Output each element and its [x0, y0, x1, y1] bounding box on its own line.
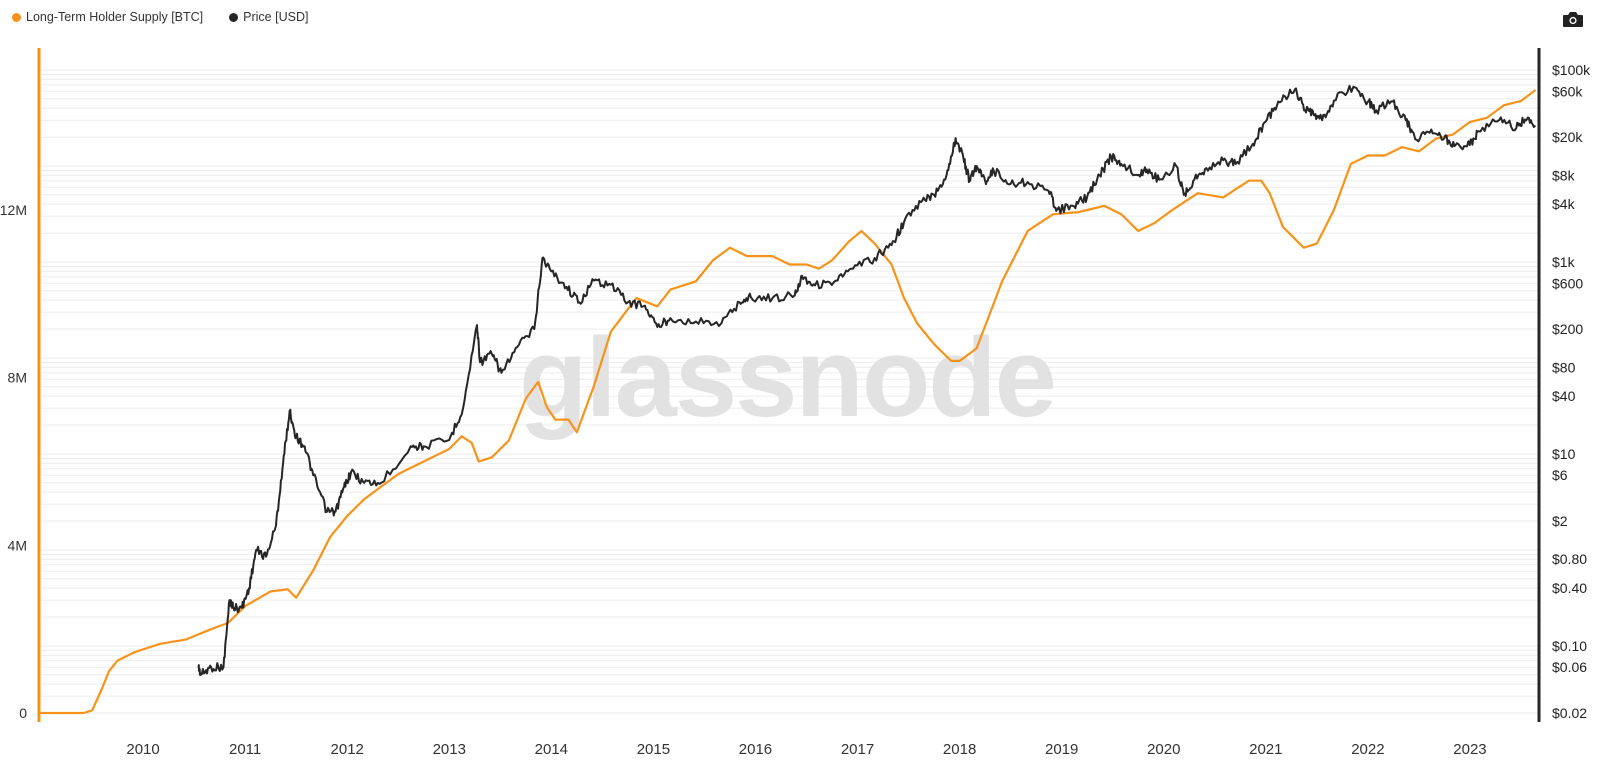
- right-tick-label: $2: [1552, 513, 1568, 529]
- x-tick-label: 2023: [1453, 741, 1486, 758]
- left-tick-label: 4M: [8, 537, 27, 553]
- right-tick-label: $20k: [1552, 129, 1583, 145]
- x-tick-label: 2012: [331, 741, 364, 758]
- x-tick-label: 2018: [943, 741, 976, 758]
- left-axis-ticks: 0 4M 8M 12M: [0, 202, 27, 721]
- left-tick-label: 8M: [8, 370, 27, 386]
- legend-dot-lths: [12, 12, 21, 22]
- right-tick-label: $6: [1552, 467, 1568, 483]
- right-axis-ticks: $0.02 $0.06 $0.10 $0.40 $0.80 $2 $6 $10 $40 $80 $2…: [1552, 62, 1591, 721]
- right-tick-label: $60k: [1552, 83, 1583, 99]
- right-tick-label: $0.02: [1552, 705, 1587, 721]
- legend-item-lths[interactable]: Long-Term Holder Supply [BTC]: [12, 10, 203, 24]
- chart-legend: Long-Term Holder Supply [BTC] Price [USD…: [12, 10, 308, 24]
- right-tick-label: $100k: [1552, 62, 1591, 78]
- right-tick-label: $8k: [1552, 167, 1576, 183]
- x-tick-label: 2010: [126, 741, 159, 758]
- x-tick-label: 2015: [637, 741, 670, 758]
- legend-dot-price: [229, 12, 239, 22]
- right-tick-label: $0.06: [1552, 659, 1587, 675]
- right-tick-label: $4k: [1552, 196, 1576, 212]
- x-axis-ticks: 2010 2011 2012 2013 2014 2015 2016 2017 2018 2019…: [126, 741, 1486, 758]
- right-tick-label: $80: [1552, 359, 1576, 375]
- price-series-line: [197, 84, 1536, 676]
- watermark-text: glassnode: [519, 315, 1055, 440]
- x-tick-label: 2014: [535, 741, 568, 758]
- x-tick-label: 2017: [841, 741, 874, 758]
- lths-series-line: [39, 89, 1536, 715]
- right-tick-label: $10: [1552, 446, 1576, 462]
- legend-label-lths: Long-Term Holder Supply [BTC]: [26, 10, 204, 24]
- right-tick-label: $0.40: [1552, 580, 1587, 596]
- legend-item-price[interactable]: Price [USD]: [229, 10, 308, 24]
- right-tick-label: $1k: [1552, 254, 1576, 270]
- x-tick-label: 2019: [1045, 741, 1078, 758]
- x-tick-label: 2013: [433, 741, 466, 758]
- right-tick-label: $600: [1552, 275, 1583, 291]
- x-tick-label: 2016: [739, 741, 772, 758]
- grid-lines: [41, 69, 1538, 714]
- right-tick-label: $40: [1552, 388, 1576, 404]
- x-tick-label: 2020: [1147, 741, 1180, 758]
- series-layer: [39, 84, 1536, 715]
- x-tick-label: 2022: [1351, 741, 1384, 758]
- right-tick-label: $0.10: [1552, 638, 1587, 654]
- right-tick-label: $200: [1552, 321, 1583, 337]
- right-tick-label: $0.80: [1552, 551, 1587, 567]
- left-tick-label: 0: [19, 705, 27, 721]
- camera-icon[interactable]: [1562, 10, 1584, 28]
- x-tick-label: 2021: [1249, 741, 1282, 758]
- x-tick-label: 2011: [229, 741, 261, 758]
- left-tick-label: 12M: [0, 202, 27, 218]
- legend-label-price: Price [USD]: [243, 10, 309, 24]
